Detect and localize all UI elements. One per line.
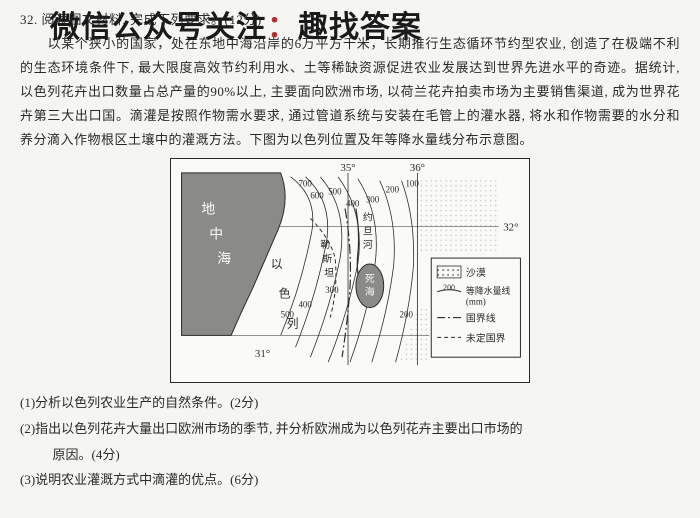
b1: 勒	[320, 238, 330, 251]
passage-text: 以某个狭小的国家，处在东地中海沿岸的6万平方千米，长期推行生态循环节约型农业, …	[20, 32, 680, 152]
c300a: 300	[366, 195, 380, 205]
sub-questions: (1)分析以色列农业生产的自然条件。(2分) (2)指出以色列花卉大量出口欧洲市…	[20, 391, 680, 493]
legend: 沙漠 200 等降水量线 (mm) 国界线 未定国界	[431, 258, 520, 357]
c200b: 200	[400, 310, 414, 320]
jr2: 旦	[363, 226, 373, 238]
israel-1: 以	[271, 257, 283, 271]
c400b: 400	[298, 300, 312, 310]
lat-31: 31°	[255, 348, 270, 360]
watermark-right: 趣找答案	[298, 11, 422, 44]
lon-35: 35°	[340, 162, 355, 174]
watermark-overlay: 微信公众号关注：趣找答案	[50, 2, 422, 46]
border-dotdash	[342, 209, 350, 358]
lon-36: 36°	[410, 162, 425, 174]
map-figure: 35° 36° 32° 31° 地 中 海 以 色 列	[170, 158, 530, 383]
b2: 斯	[322, 252, 332, 265]
sea-shape	[182, 173, 286, 336]
c700: 700	[298, 179, 312, 189]
lat-32: 32°	[503, 222, 518, 234]
sea-label-2: 中	[209, 227, 223, 243]
ds2: 海	[365, 285, 375, 298]
c500: 500	[328, 187, 342, 197]
q2a: (2)指出以色列花卉大量出口欧洲市场的季节, 并分析欧洲成为以色列花卉主要出口市…	[20, 417, 680, 442]
jr1: 约	[363, 211, 373, 224]
lg-iso: 等降水量线	[466, 285, 511, 296]
jr3: 河	[363, 239, 373, 251]
watermark-left: 微信公众号关注	[50, 11, 267, 44]
map-svg: 35° 36° 32° 31° 地 中 海 以 色 列	[171, 159, 529, 377]
c400a: 400	[346, 199, 360, 209]
q3: (3)说明农业灌溉方式中滴灌的优点。(6分)	[20, 468, 680, 493]
watermark-colon: ：	[267, 11, 298, 44]
lg-isoval: 200	[443, 283, 455, 292]
q1: (1)分析以色列农业生产的自然条件。(2分)	[20, 391, 680, 416]
lg-desert: 沙漠	[466, 267, 486, 279]
c600: 600	[310, 191, 324, 201]
q2b: 原因。(4分)	[20, 443, 680, 468]
sea-label-1: 地	[201, 202, 215, 218]
israel-2: 色	[279, 287, 291, 301]
lg-unit: (mm)	[466, 297, 486, 307]
lg-border: 国界线	[466, 312, 496, 325]
b3: 坦	[324, 266, 334, 279]
c100: 100	[405, 179, 419, 189]
lg-undef: 未定国界	[466, 332, 506, 345]
sea-label-3: 海	[217, 251, 231, 267]
c300b: 300	[325, 285, 339, 295]
c500b: 500	[281, 310, 295, 320]
c200a: 200	[386, 185, 400, 195]
ds1: 死	[365, 274, 375, 285]
